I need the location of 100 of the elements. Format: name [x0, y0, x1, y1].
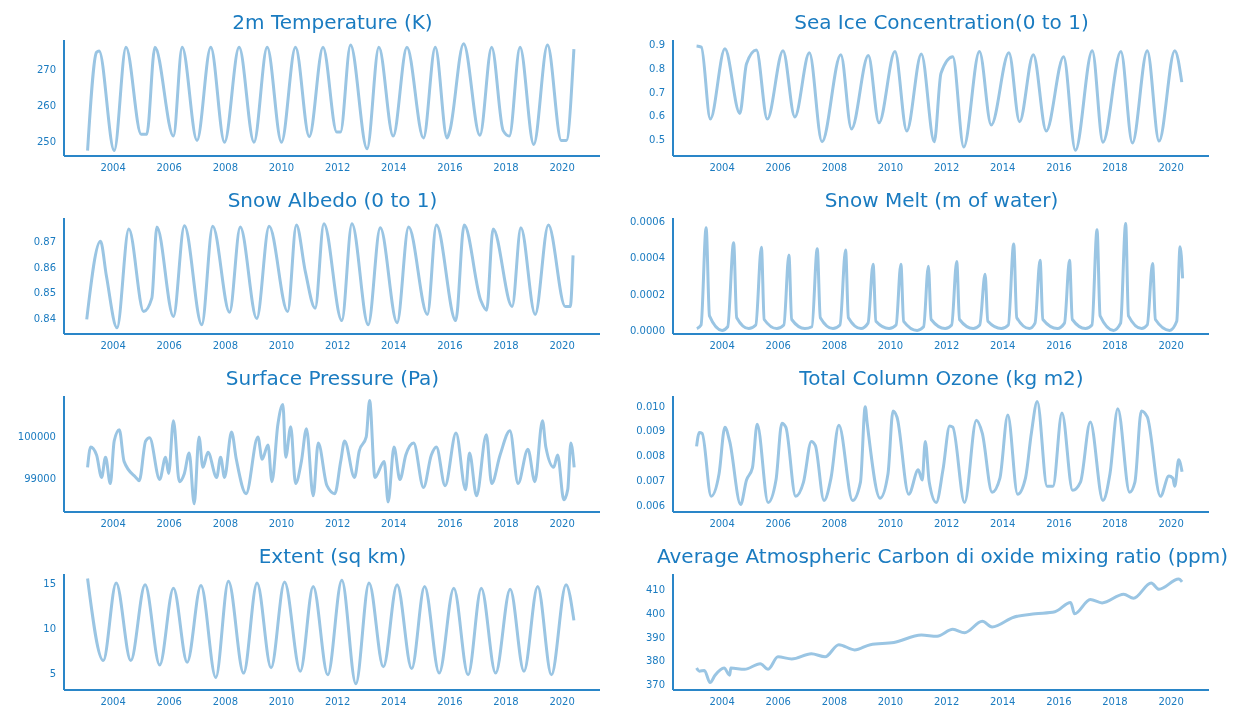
x-tick-label: 2016: [437, 162, 463, 174]
y-tick-label: 260: [36, 99, 56, 111]
x-tick-label: 2018: [1102, 696, 1128, 708]
x-tick-label: 2012: [324, 340, 351, 352]
x-tick-label: 2008: [821, 518, 848, 530]
x-tick-label: 2012: [324, 696, 351, 708]
x-tick-label: 2008: [821, 696, 848, 708]
chart-title: Sea Ice Concentration(0 to 1): [793, 9, 1090, 36]
y-tick-label: 0.008: [636, 450, 665, 462]
x-tick-label: 2016: [1046, 518, 1072, 530]
x-tick-label: 2008: [212, 340, 239, 352]
x-tick-label: 2010: [268, 696, 295, 708]
x-tick-label: 2008: [212, 162, 239, 174]
x-tick-label: 2018: [493, 696, 519, 708]
x-tick-label: 2004: [709, 696, 735, 708]
x-tick-label: 2018: [493, 162, 519, 174]
x-tick-label: 2004: [100, 162, 126, 174]
y-tick-label: 0.006: [636, 500, 665, 512]
x-tick-label: 2016: [1046, 340, 1072, 352]
y-tick-label: 10: [43, 622, 56, 634]
x-tick-label: 2004: [100, 696, 126, 708]
x-tick-label: 2012: [933, 696, 960, 708]
y-tick-label: 250: [36, 136, 56, 148]
y-tick-label: 0.0000: [630, 324, 665, 336]
x-tick-label: 2016: [437, 696, 463, 708]
line-series: [695, 222, 1185, 332]
y-tick-label: 0.5: [649, 133, 665, 145]
x-tick-label: 2014: [990, 340, 1016, 352]
y-tick-label: 100000: [17, 430, 56, 442]
x-tick-label: 2014: [381, 696, 407, 708]
x-tick-label: 2020: [549, 518, 575, 530]
line-series: [86, 398, 576, 506]
y-tick-label: 370: [645, 679, 665, 691]
x-tick-label: 2004: [709, 518, 735, 530]
x-tick-label: 2006: [156, 518, 182, 530]
x-tick-label: 2006: [156, 340, 182, 352]
x-tick-label: 2014: [381, 162, 407, 174]
x-tick-label: 2020: [1158, 696, 1184, 708]
chart-title: Average Atmospheric Carbon di oxide mixing ratio (ppm): [657, 543, 1229, 570]
x-tick-label: 2012: [933, 162, 960, 174]
x-tick-label: 2008: [212, 696, 239, 708]
line-series: [695, 44, 1184, 152]
chart-title: Surface Pressure (Pa): [224, 365, 441, 392]
x-tick-label: 2008: [821, 340, 848, 352]
x-tick-label: 2018: [493, 340, 519, 352]
x-tick-label: 2006: [765, 162, 791, 174]
y-tick-label: 0.7: [649, 86, 665, 98]
y-tick-label: 0.007: [636, 475, 665, 487]
line-series: [86, 42, 576, 153]
line-series: [695, 399, 1184, 507]
y-tick-label: 0.010: [636, 400, 665, 412]
y-tick-label: 380: [645, 655, 665, 667]
x-tick-label: 2010: [268, 162, 295, 174]
chart-title: Snow Melt (m of water): [823, 187, 1060, 214]
x-tick-label: 2004: [100, 518, 126, 530]
x-tick-label: 2008: [212, 518, 239, 530]
x-tick-label: 2006: [765, 518, 791, 530]
x-tick-label: 2014: [381, 340, 407, 352]
x-tick-label: 2008: [821, 162, 848, 174]
y-tick-label: 0.0004: [630, 252, 665, 264]
y-tick-label: 0.6: [649, 110, 665, 122]
y-tick-label: 270: [36, 63, 56, 75]
x-tick-label: 2012: [324, 162, 351, 174]
chart-title: Total Column Ozone (kg m2): [798, 365, 1085, 392]
x-tick-label: 2014: [990, 162, 1016, 174]
x-tick-label: 2010: [268, 340, 295, 352]
x-tick-label: 2014: [381, 518, 407, 530]
x-tick-label: 2010: [268, 518, 295, 530]
x-tick-label: 2018: [493, 518, 519, 530]
y-tick-label: 0.0002: [630, 288, 665, 300]
x-tick-label: 2020: [1158, 162, 1184, 174]
y-tick-label: 99000: [24, 472, 56, 484]
y-tick-label: 0.87: [33, 235, 56, 247]
x-tick-label: 2010: [877, 696, 904, 708]
x-tick-label: 2006: [156, 696, 182, 708]
x-tick-label: 2012: [324, 518, 351, 530]
y-tick-label: 0.009: [636, 425, 665, 437]
x-tick-label: 2020: [549, 696, 575, 708]
x-tick-label: 2012: [933, 340, 960, 352]
y-tick-label: 0.9: [649, 39, 665, 51]
y-tick-label: 0.0006: [630, 216, 665, 228]
x-tick-label: 2020: [1158, 518, 1184, 530]
x-tick-label: 2018: [1102, 518, 1128, 530]
chart-title: Snow Albedo (0 to 1): [226, 187, 439, 214]
y-tick-label: 0.85: [33, 287, 56, 299]
x-tick-label: 2016: [1046, 696, 1072, 708]
x-tick-label: 2016: [437, 518, 463, 530]
x-tick-label: 2020: [1158, 340, 1184, 352]
x-tick-label: 2014: [990, 696, 1016, 708]
x-tick-label: 2010: [877, 518, 904, 530]
chart-title: 2m Temperature (K): [231, 9, 434, 36]
x-tick-label: 2012: [933, 518, 960, 530]
x-tick-label: 2004: [100, 340, 126, 352]
y-tick-label: 400: [645, 607, 665, 619]
x-tick-label: 2016: [437, 340, 463, 352]
line-series: [85, 222, 575, 330]
x-tick-label: 2006: [156, 162, 182, 174]
x-tick-label: 2020: [549, 340, 575, 352]
x-tick-label: 2018: [1102, 162, 1128, 174]
y-tick-label: 5: [49, 667, 56, 679]
